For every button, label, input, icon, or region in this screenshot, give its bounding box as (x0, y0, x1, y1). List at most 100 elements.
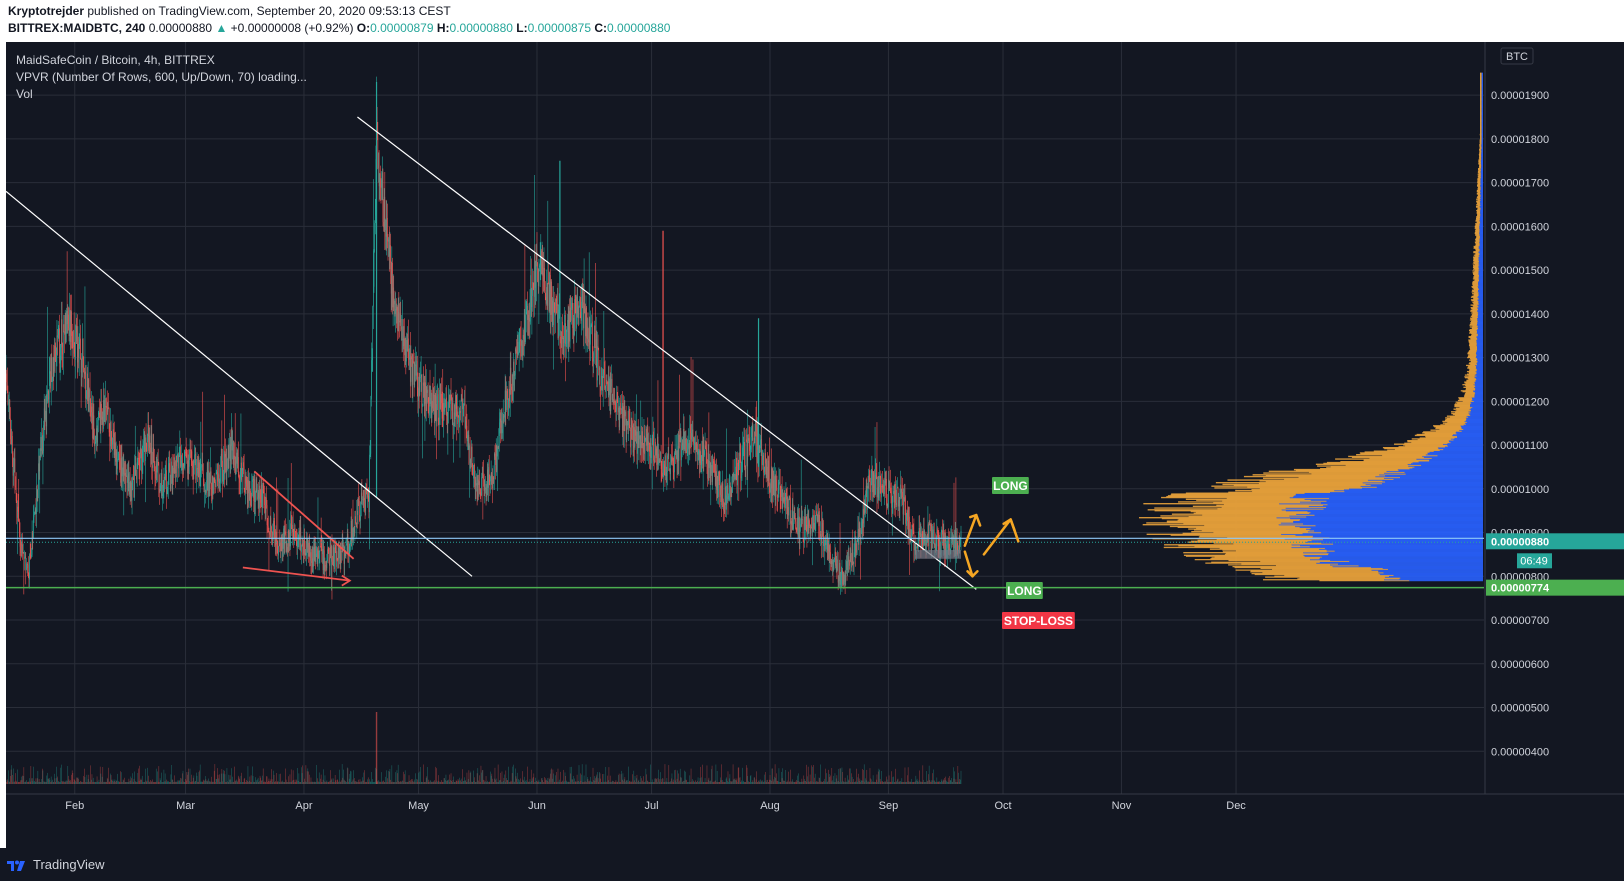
candle-body (355, 516, 356, 524)
candle-body (243, 466, 245, 490)
candle-body (315, 546, 316, 563)
volume-bar (56, 778, 58, 784)
candle-body (48, 373, 50, 400)
candle-body (396, 307, 398, 311)
candle-body (175, 455, 177, 474)
volume-bar (777, 781, 779, 784)
volume-bar (66, 781, 68, 784)
candle-body (245, 476, 246, 494)
volume-bar (168, 781, 170, 784)
volume-bar (115, 780, 117, 784)
volume-bar (369, 779, 370, 784)
candle-body (83, 367, 84, 369)
candle-body (268, 525, 269, 532)
candle-body (598, 348, 600, 371)
volume-bar (419, 771, 421, 784)
candle-body (150, 433, 152, 453)
volume-bar (69, 780, 70, 784)
volume-bar (730, 781, 732, 784)
volume-bar (171, 765, 172, 784)
volume-bar (869, 768, 871, 784)
candle-body (201, 466, 202, 468)
volume-bar (29, 778, 30, 784)
candle-body (318, 551, 320, 558)
candle-body (586, 307, 587, 339)
candle-body (616, 399, 618, 401)
candle-body (420, 374, 422, 377)
volume-bar (87, 779, 89, 784)
candle-body (445, 397, 447, 401)
volume-bar (273, 770, 274, 784)
volume-bar (576, 774, 578, 784)
candle-body (388, 238, 389, 242)
volume-bar (143, 781, 145, 784)
candle-body (730, 488, 732, 498)
volume-bar (721, 764, 722, 784)
volume-bar (720, 777, 721, 784)
candle-body (33, 517, 34, 539)
volume-bar (36, 781, 37, 784)
candle-body (278, 541, 280, 547)
volume-bar (583, 781, 584, 784)
volume-bar (399, 781, 401, 784)
volume-bar (530, 781, 531, 784)
volume-bar (695, 781, 697, 784)
candle-body (77, 332, 78, 363)
candle-body (161, 473, 163, 496)
author-name[interactable]: Kryptotrejder (8, 4, 85, 18)
volume-bar (829, 777, 831, 784)
volume-bar (147, 781, 149, 784)
candle-body (248, 481, 250, 494)
candle-body (643, 445, 644, 453)
volume-bar (259, 781, 260, 784)
volume-bar (383, 781, 385, 784)
volume-bar (785, 781, 787, 784)
candle-body (415, 364, 416, 366)
candle-body (315, 553, 317, 563)
candle-body (157, 459, 159, 464)
candle-body (590, 325, 592, 327)
volume-bar (211, 781, 213, 784)
volume-bar (926, 770, 927, 784)
candle-body (406, 339, 407, 362)
volume-bar (847, 775, 848, 784)
volume-bar (900, 782, 902, 784)
candle-body (495, 446, 497, 465)
volume-bar (308, 782, 310, 784)
candle-body (266, 505, 268, 525)
candle-body (171, 461, 173, 484)
volume-bar (887, 781, 889, 784)
candle-body (657, 436, 659, 465)
volume-bar (217, 768, 218, 784)
volume-bar (458, 780, 459, 784)
volume-bar (684, 770, 685, 784)
candle-body (434, 394, 436, 423)
volume-bar (488, 781, 490, 784)
candle-body (484, 489, 486, 491)
candle-body (669, 468, 671, 475)
volume-bar (856, 781, 858, 784)
volume-bar (220, 773, 222, 784)
volume-bar (34, 780, 35, 784)
candle-body (641, 431, 643, 448)
candle-body (410, 356, 412, 382)
volume-bar (200, 781, 202, 784)
volume-bar (290, 769, 292, 784)
candle-body (441, 403, 443, 419)
volume-bar (496, 781, 498, 784)
candle-body (625, 411, 626, 417)
volume-bar (821, 781, 822, 784)
candle-body (605, 385, 607, 389)
volume-bar (60, 767, 62, 784)
volume-bar (898, 781, 900, 784)
candle-body (168, 463, 170, 472)
candle-body (176, 455, 178, 467)
candle-body (280, 537, 282, 552)
candle-body (554, 311, 556, 316)
volume-bar (746, 765, 747, 784)
candle-body (386, 217, 388, 237)
candle-body (471, 446, 473, 475)
candle-body (159, 485, 161, 493)
candle-body (562, 338, 564, 340)
